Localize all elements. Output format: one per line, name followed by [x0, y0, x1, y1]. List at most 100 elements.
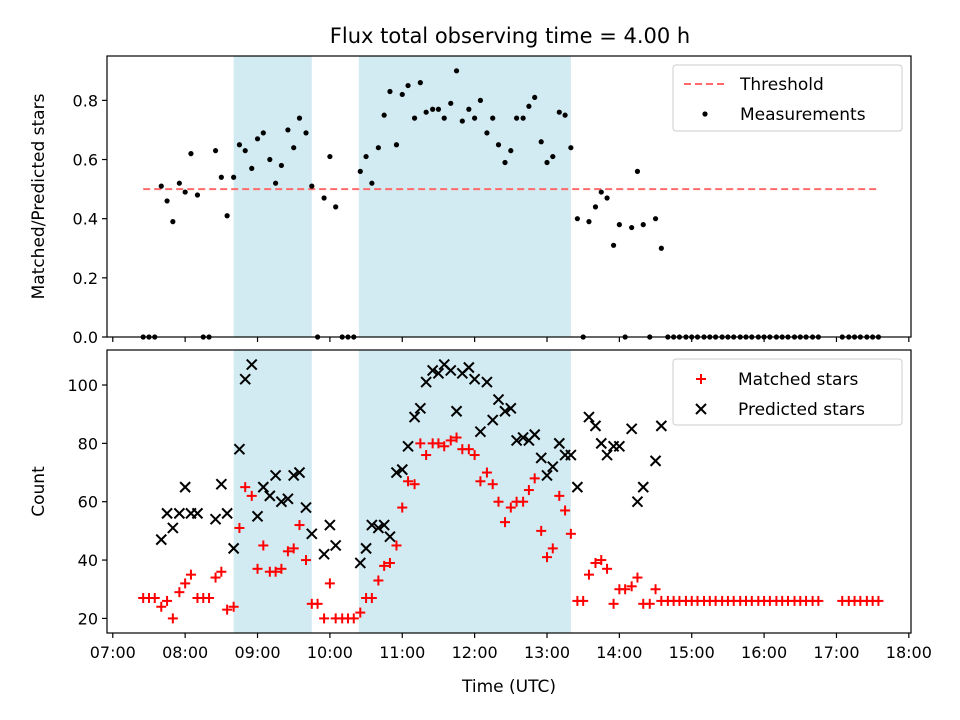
predicted-star-point — [468, 373, 481, 385]
matched-star-point — [319, 613, 330, 624]
matched-star-point — [451, 432, 462, 443]
matched-star-point — [162, 595, 173, 606]
x-tick-label: 12:00 — [452, 643, 498, 662]
matched-star-point — [463, 444, 474, 455]
plot-frame — [106, 349, 912, 634]
predicted-star-point — [354, 557, 366, 569]
x-tick-label: 18:00 — [886, 643, 932, 662]
predicted-star-point — [324, 519, 336, 531]
observing-window — [233, 56, 312, 337]
y-tick-label: 0.6 — [73, 151, 98, 170]
predicted-star-point — [474, 425, 487, 438]
predicted-star-point — [589, 420, 602, 432]
plot-frame — [106, 55, 912, 338]
matched-star-point — [415, 438, 426, 449]
legend-matched-label: Matched stars — [738, 370, 858, 390]
measurement-point — [616, 222, 622, 228]
predicted-star-point — [631, 496, 644, 508]
matched-star-point — [487, 479, 498, 490]
measurement-point — [291, 145, 297, 151]
matched-star-point — [276, 563, 287, 574]
matched-star-point — [590, 557, 601, 568]
predicted-star-point — [547, 460, 559, 473]
legend-cross-marker — [695, 403, 707, 415]
matched-star-point — [481, 467, 492, 478]
matched-star-point — [560, 505, 571, 516]
y-tick-label: 0.2 — [73, 269, 98, 288]
measurement-point — [423, 109, 429, 115]
matched-star-point — [373, 575, 384, 586]
matched-star-point — [421, 450, 432, 461]
measurement-point — [598, 189, 604, 195]
predicted-star-point — [246, 358, 258, 371]
predicted-star-point — [445, 364, 457, 377]
predicted-star-point — [161, 507, 173, 520]
matched-star-point — [529, 473, 540, 484]
predicted-star-point — [487, 414, 499, 426]
measurement-point — [224, 213, 230, 219]
predicted-star-point — [264, 490, 276, 502]
measurement-point — [236, 142, 243, 148]
legend-matched-swatch — [696, 374, 706, 384]
measurement-point — [158, 183, 164, 189]
measurement-point — [285, 127, 291, 133]
legend-box — [672, 64, 903, 132]
matched-star-point — [554, 490, 565, 501]
matched-star-point — [602, 563, 613, 574]
measurement-point — [363, 153, 369, 160]
measurement-point — [658, 245, 664, 251]
measurement-point — [333, 204, 339, 210]
matched-star-point — [469, 450, 480, 461]
measurement-point — [459, 118, 465, 124]
x-tick-label: 07:00 — [90, 643, 136, 662]
x-tick-label: 17:00 — [813, 643, 859, 662]
legend-predicted-label: Predicted stars — [738, 400, 865, 420]
measurement-point — [592, 204, 599, 210]
predicted-star-point — [408, 411, 421, 423]
measurement-point — [411, 115, 418, 121]
measurement-point — [477, 97, 484, 103]
matched-star-point — [294, 520, 305, 531]
measurement-point — [249, 165, 255, 171]
predicted-star-point — [637, 481, 649, 493]
y-tick-label: 100 — [67, 376, 98, 395]
measurement-point — [490, 115, 496, 121]
predicted-star-point — [390, 466, 403, 479]
matched-star-point — [234, 522, 245, 533]
matched-star-point — [312, 598, 323, 609]
predicted-star-point — [402, 440, 414, 452]
measurement-point — [393, 142, 400, 148]
matched-star-point — [228, 601, 239, 612]
measurement-point — [405, 82, 411, 89]
x-tick-label: 15:00 — [669, 643, 715, 662]
matched-star-point — [523, 485, 534, 496]
matched-star-point — [391, 540, 402, 551]
measurement-point — [296, 115, 303, 121]
predicted-star-point — [257, 481, 270, 493]
matched-star-point — [216, 566, 227, 577]
matched-star-point — [433, 438, 444, 449]
measurement-point — [375, 145, 381, 151]
matched-stars-points — [138, 432, 884, 624]
measurement-point — [640, 222, 646, 228]
measurement-point — [430, 106, 436, 112]
measurement-point — [538, 139, 544, 145]
measurement-point — [508, 148, 514, 154]
x-axis-label: Time (UTC) — [461, 677, 556, 697]
measurement-point — [212, 148, 219, 154]
x-tick-label: 16:00 — [741, 643, 787, 662]
predicted-star-point — [492, 393, 505, 406]
measurement-point — [550, 153, 556, 160]
measurement-point — [562, 112, 568, 118]
y-tick-label: 80 — [78, 434, 98, 453]
predicted-star-point — [227, 542, 240, 555]
predicted-star-point — [499, 405, 511, 417]
matched-star-point — [536, 525, 547, 536]
y-tick-label: 0.0 — [73, 328, 98, 347]
matched-star-point — [252, 563, 263, 574]
y-tick-label: 40 — [78, 551, 98, 570]
predicted-star-point — [215, 478, 228, 490]
measurement-point — [604, 195, 610, 201]
measurement-point — [466, 106, 472, 112]
predicted-star-point — [414, 402, 427, 415]
